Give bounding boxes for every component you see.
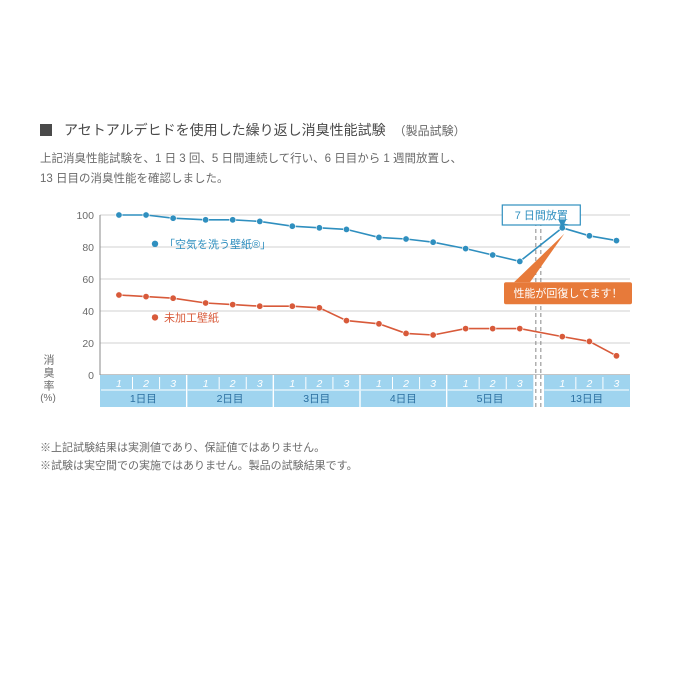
heading-square [40,124,52,136]
chart-area: 0 20 40 60 80 100 1 2 3 1日目 1 2 3 2日目 1 2 3 3日目 1 2 3 4日目 1 2 3 5… [60,203,635,428]
svg-text:1: 1 [559,378,565,390]
line-chart-svg: 0 20 40 60 80 100 1 2 3 1日目 1 2 3 2日目 1 2 3 3日目 1 2 3 4日目 1 2 3 5… [60,203,635,428]
svg-text:0: 0 [88,370,94,382]
svg-text:5日目: 5日目 [477,393,504,405]
svg-text:2: 2 [489,378,496,390]
y-axis-unit: (%) [40,393,56,404]
heading-row: アセトアルデヒドを使用した繰り返し消臭性能試験 （製品試験） [40,120,660,140]
svg-text:3: 3 [257,378,263,390]
svg-text:1: 1 [376,378,382,390]
svg-text:2: 2 [315,378,322,390]
svg-text:2: 2 [229,378,236,390]
svg-text:2: 2 [142,378,149,390]
svg-text:4日目: 4日目 [390,393,417,405]
svg-text:「空気を洗う壁紙®」: 「空気を洗う壁紙®」 [164,237,271,251]
svg-text:1: 1 [463,378,469,390]
svg-text:性能が回復してます！: 性能が回復してます！ [513,286,622,300]
footnote-2: ※試験は実空間での実施ではありません。製品の試験結果です。 [40,458,660,476]
svg-text:未加工壁紙: 未加工壁紙 [164,310,219,324]
y-axis-label: 消臭率 [40,354,56,393]
svg-text:100: 100 [76,210,94,222]
svg-text:13日目: 13日目 [570,393,603,405]
svg-text:3: 3 [344,378,350,390]
svg-text:3: 3 [430,378,436,390]
main-title: アセトアルデヒドを使用した繰り返し消臭性能試験 [64,120,386,140]
sub-title: （製品試験） [394,122,466,139]
footnote-1: ※上記試験結果は実測値であり、保証値ではありません。 [40,440,660,458]
svg-text:80: 80 [82,242,94,254]
svg-text:2: 2 [585,378,592,390]
svg-text:1: 1 [116,378,122,390]
svg-text:40: 40 [82,306,94,318]
footnotes: ※上記試験結果は実測値であり、保証値ではありません。 ※試験は実空間での実施では… [40,440,660,475]
svg-text:3日目: 3日目 [303,393,330,405]
svg-text:20: 20 [82,338,94,350]
description: 上記消臭性能試験を、1 日 3 回、5 日間連続して行い、6 日目から 1 週間… [40,150,660,189]
svg-text:2: 2 [402,378,409,390]
svg-text:1: 1 [289,378,295,390]
svg-text:3: 3 [170,378,176,390]
svg-text:1: 1 [203,378,209,390]
svg-text:2日目: 2日目 [217,393,244,405]
svg-text:3: 3 [517,378,523,390]
svg-text:1日目: 1日目 [130,393,157,405]
svg-text:60: 60 [82,274,94,286]
svg-text:3: 3 [614,378,620,390]
